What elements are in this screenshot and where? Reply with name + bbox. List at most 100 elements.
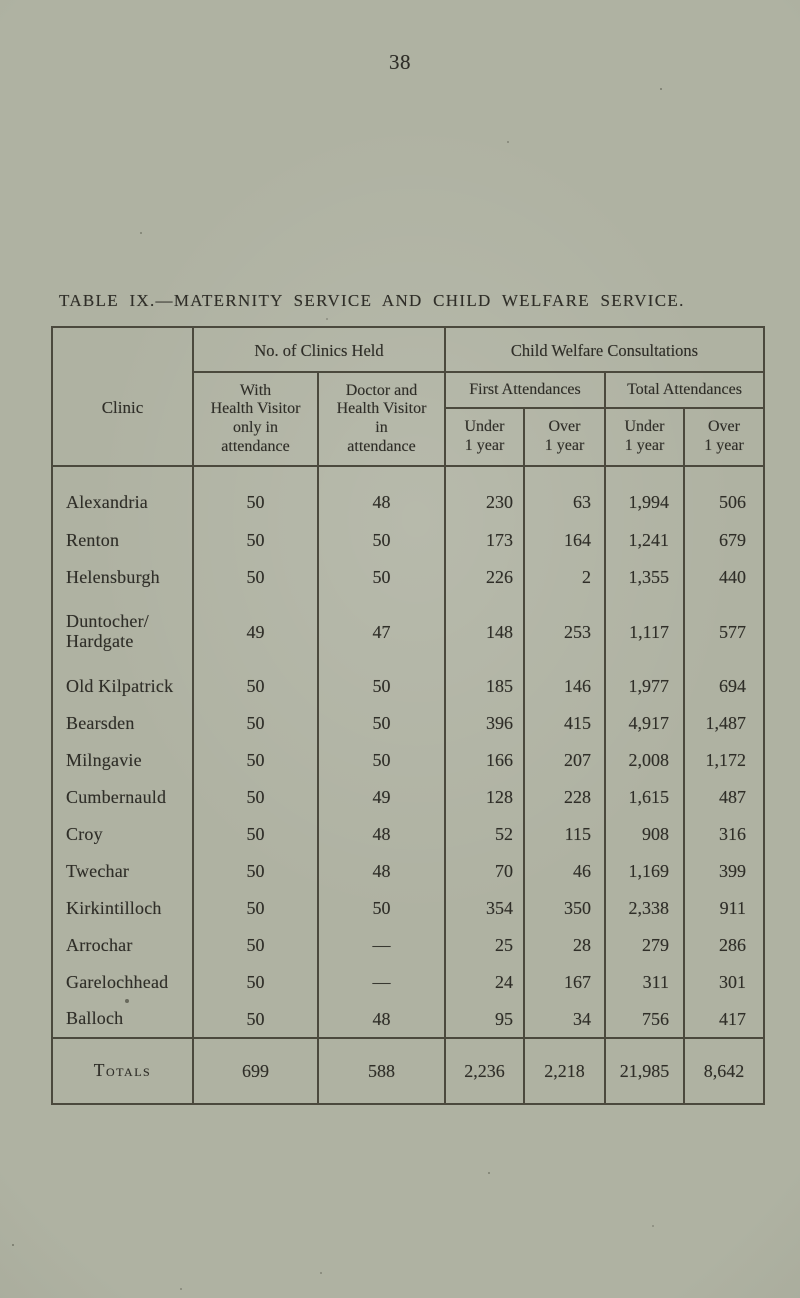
table-row: Kirkintilloch 50 50 354 350 2,338 911 [52, 890, 764, 927]
first-att-under-cell: 128 [445, 779, 525, 816]
clinics-doctor-hv-cell: 50 [318, 559, 446, 596]
clinic-name-cell: Croy [52, 816, 194, 853]
first-att-under-cell: 230 [445, 466, 525, 522]
first-att-under-cell: 148 [445, 596, 525, 668]
first-att-under-cell: 173 [445, 522, 525, 559]
first-att-over-cell: 253 [524, 596, 606, 668]
total-att-over-cell: 1,487 [705, 713, 747, 733]
first-att-under-cell: 25 [445, 927, 525, 964]
total-att-under-cell: 4,917 [605, 705, 685, 742]
total-att-under-cell: 279 [605, 927, 685, 964]
clinics-doctor-hv-cell: 48 [318, 1001, 446, 1038]
first-att-under-cell: 24 [445, 964, 525, 1001]
total-att-over-cell: 487 [719, 787, 746, 807]
table-row: Renton 50 50 173 164 1,241 679 [52, 522, 764, 559]
total-att-under-cell: 1,977 [605, 668, 685, 705]
table-row: Balloch 50 48 95 34 756 417 [52, 1001, 764, 1038]
first-att-over-cell: 46 [524, 853, 606, 890]
table-row: Alexandria 50 48 230 63 1,994 506 [52, 466, 764, 522]
table-row: Duntocher/ Hardgate 49 47 148 253 1,117 … [52, 596, 764, 668]
totals-first-att-under: 2,236 [445, 1037, 525, 1104]
first-att-over-cell: 2 [524, 559, 606, 596]
clinic-name-cell: Cumbernauld [52, 779, 194, 816]
clinic-name-cell: Arrochar [52, 927, 194, 964]
total-att-under-cell: 311 [605, 964, 685, 1001]
first-att-over-cell: 63 [524, 466, 606, 522]
clinic-name-cell: Kirkintilloch [52, 890, 194, 927]
first-att-over-cell: 415 [524, 705, 606, 742]
table-row: Old Kilpatrick 50 50 185 146 1,977 694 [52, 668, 764, 705]
totals-row: Totals 699 588 2,236 2,218 21,985 8,642 [52, 1037, 764, 1104]
clinic-name-cell: Renton [52, 522, 194, 559]
first-att-over-cell: 115 [524, 816, 606, 853]
clinics-hv-only-cell: 50 [193, 1001, 319, 1038]
first-att-over-cell: 350 [524, 890, 606, 927]
clinics-doctor-hv-cell: 50 [318, 705, 446, 742]
table-title: TABLE IX.—MATERNITY SERVICE AND CHILD WE… [59, 291, 685, 310]
first-att-over-cell: 28 [524, 927, 606, 964]
header-total-attendances: Total Attendances [605, 372, 764, 409]
clinics-hv-only-cell: 50 [193, 466, 319, 522]
maternity-welfare-table: Clinic No. of Clinics Held Child Welfare… [51, 326, 765, 1105]
clinic-name-cell: Alexandria [52, 466, 194, 522]
first-att-under-cell: 95 [445, 1001, 525, 1038]
total-att-under-cell: 2,008 [605, 742, 685, 779]
clinics-hv-only-cell: 50 [193, 742, 319, 779]
first-att-over-cell: 167 [524, 964, 606, 1001]
total-att-under-cell: 1,241 [605, 522, 685, 559]
total-att-under-cell: 1,615 [605, 779, 685, 816]
table-header: Clinic No. of Clinics Held Child Welfare… [52, 327, 764, 467]
first-att-under-cell: 354 [445, 890, 525, 927]
clinics-doctor-hv-cell: 50 [318, 522, 446, 559]
header-clinic: Clinic [52, 327, 194, 467]
header-total-over-1-year: Over 1 year [684, 408, 764, 467]
total-att-over-cell: 417 [719, 1008, 746, 1029]
first-att-under-cell: 70 [445, 853, 525, 890]
page-number: 38 [389, 50, 411, 74]
header-clinics-held: No. of Clinics Held [193, 327, 446, 373]
clinics-hv-only-cell: 50 [193, 890, 319, 927]
clinic-name-cell: Old Kilpatrick [52, 668, 194, 705]
clinic-name-cell: Balloch [52, 1001, 194, 1038]
total-att-over-cell: 301 [719, 972, 746, 992]
table-row: Arrochar 50 — 25 28 279 286 [52, 927, 764, 964]
total-att-under-cell: 2,338 [605, 890, 685, 927]
clinic-name-cell: Duntocher/ Hardgate [52, 596, 194, 668]
clinics-doctor-hv-cell: 50 [318, 668, 446, 705]
total-att-under-cell: 1,355 [605, 559, 685, 596]
scan-speckles [0, 0, 2, 2]
total-att-under-cell: 908 [605, 816, 685, 853]
clinic-name-cell: Garelochhead [52, 964, 194, 1001]
clinics-hv-only-cell: 50 [193, 522, 319, 559]
total-att-over-cell: 679 [719, 530, 746, 550]
clinics-doctor-hv-cell: 47 [318, 596, 446, 668]
first-att-over-cell: 146 [524, 668, 606, 705]
first-att-over-cell: 228 [524, 779, 606, 816]
total-att-under-cell: 756 [605, 1001, 685, 1038]
clinics-doctor-hv-cell: — [318, 927, 446, 964]
first-att-over-cell: 34 [524, 1001, 606, 1038]
first-att-under-cell: 166 [445, 742, 525, 779]
first-att-under-cell: 226 [445, 559, 525, 596]
table-row: Helensburgh 50 50 226 2 1,355 440 [52, 559, 764, 596]
totals-label: Totals [52, 1037, 194, 1104]
clinics-hv-only-cell: 50 [193, 816, 319, 853]
total-att-over-cell: 286 [719, 935, 746, 955]
clinic-name-cell: Milngavie [52, 742, 194, 779]
total-att-over-cell: 316 [719, 824, 746, 844]
clinics-doctor-hv-cell: 49 [318, 779, 446, 816]
table-row: Twechar 50 48 70 46 1,169 399 [52, 853, 764, 890]
clinics-doctor-hv-cell: 48 [318, 816, 446, 853]
first-att-under-cell: 396 [445, 705, 525, 742]
total-att-under-cell: 1,169 [605, 853, 685, 890]
clinic-name-cell: Bearsden [52, 705, 194, 742]
clinics-hv-only-cell: 50 [193, 964, 319, 1001]
clinics-hv-only-cell: 49 [193, 596, 319, 668]
first-att-over-cell: 164 [524, 522, 606, 559]
first-att-over-cell: 207 [524, 742, 606, 779]
table-row: Milngavie 50 50 166 207 2,008 1,172 [52, 742, 764, 779]
table-row: Cumbernauld 50 49 128 228 1,615 487 [52, 779, 764, 816]
clinic-name-cell: Twechar [52, 853, 194, 890]
total-att-under-cell: 1,117 [605, 596, 685, 668]
